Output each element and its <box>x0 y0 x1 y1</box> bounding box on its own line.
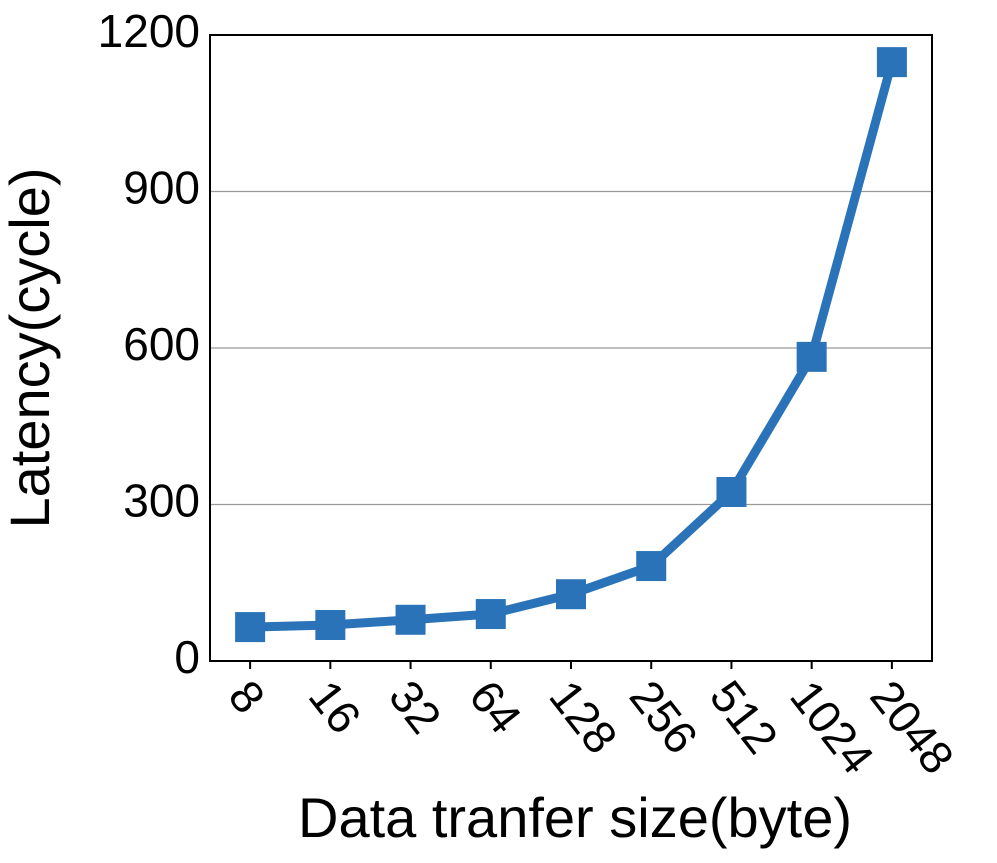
x-axis-title: Data tranfer size(byte) <box>298 786 852 849</box>
marker <box>796 341 827 372</box>
marker <box>235 612 266 643</box>
marker <box>636 551 667 582</box>
x-tick-label: 8 <box>219 671 276 723</box>
y-tick-label: 0 <box>174 631 200 683</box>
marker <box>556 579 586 610</box>
y-axis-title: Latency(cycle) <box>0 167 61 528</box>
x-tick-label: 64 <box>459 671 531 743</box>
marker <box>475 599 506 630</box>
marker <box>876 47 907 78</box>
marker <box>716 476 747 507</box>
y-tick-label: 600 <box>123 318 200 370</box>
y-tick-label: 1200 <box>98 5 200 57</box>
marker <box>395 604 426 635</box>
x-tick-label: 1024 <box>780 671 884 784</box>
y-tick-label: 900 <box>123 162 200 214</box>
x-tick-label: 128 <box>540 671 628 763</box>
x-tick-label: 32 <box>379 671 451 743</box>
line <box>249 60 897 632</box>
x-tick-label: 256 <box>620 671 708 763</box>
x-tick-label: 512 <box>700 671 788 763</box>
marker <box>315 610 346 641</box>
x-tick-label: 2048 <box>860 671 964 784</box>
y-tick-label: 300 <box>123 475 200 527</box>
x-tick-label: 16 <box>299 671 371 743</box>
